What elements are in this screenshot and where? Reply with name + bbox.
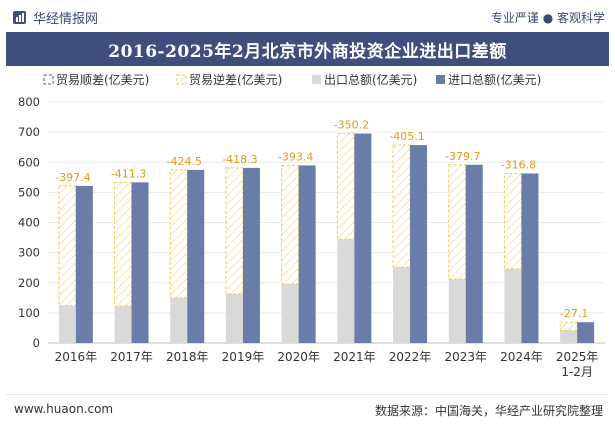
chart: 贸易顺差(亿美元) 贸易逆差(亿美元) 出口总额(亿美元) 进口总额(亿美元) 0 10…	[18, 72, 605, 379]
export-bar	[225, 293, 243, 343]
export-bar	[448, 279, 466, 343]
brand[interactable]: 华经情报网	[12, 8, 98, 27]
x-tick-label: 2024年	[500, 350, 543, 364]
x-tick-label-line: 2019年	[222, 350, 265, 364]
deficit-bar	[114, 181, 133, 307]
y-tick-label: 300	[18, 246, 40, 260]
legend-label-0: 贸易顺差(亿美元)	[56, 72, 149, 87]
import-bar	[465, 164, 483, 343]
footer-site[interactable]: www.huaon.com	[14, 402, 114, 416]
x-tick-label: 2018年	[166, 350, 209, 364]
x-tick-label: 2020年	[277, 350, 320, 364]
legend-label-2: 出口总额(亿美元)	[324, 72, 417, 87]
y-tick-label: 0	[33, 336, 40, 350]
deficit-bar	[392, 144, 411, 268]
deficit-data-label: -350.2	[334, 119, 369, 132]
deficit-bar	[281, 164, 300, 285]
legend-swatch-1	[176, 74, 187, 85]
deficit-data-label: -27.1	[560, 307, 588, 320]
y-tick-label: 700	[18, 125, 40, 139]
deficit-data-label: -424.5	[167, 155, 202, 168]
x-tick-label-line: 2025年	[556, 350, 599, 364]
deficit-data-label: -393.4	[278, 150, 313, 163]
x-axis: 2016年 2017年 2018年 2019年 2020年 2021年 2022年 2023年…	[55, 350, 599, 379]
export-bar	[281, 283, 299, 343]
export-bar	[337, 239, 355, 343]
x-tick-label-line: 2021年	[333, 350, 376, 364]
y-tick-label: 400	[18, 216, 40, 230]
x-tick-label: 2021年	[333, 350, 376, 364]
legend-swatch-0	[43, 74, 54, 85]
chart-title: 2016-2025年2月北京市外商投资企业进出口差额	[108, 41, 507, 62]
export-bar	[393, 267, 411, 343]
x-tick-label-line: 2016年	[55, 350, 98, 364]
deficit-data-label: -379.7	[445, 150, 480, 163]
y-tick-label: 200	[18, 276, 40, 290]
x-tick-label: 2023年	[444, 350, 487, 364]
deficit-bar	[58, 185, 77, 307]
export-bar	[560, 330, 578, 343]
footer-divider	[6, 394, 609, 395]
brand-logo-icon	[13, 11, 26, 24]
x-tick-label: 2019年	[222, 350, 265, 364]
import-bar	[410, 145, 428, 343]
tagline: 专业严谨 ● 客观科学	[490, 11, 605, 25]
import-bar	[298, 165, 316, 343]
deficit-bar	[169, 169, 188, 299]
x-tick-label: 2016年	[55, 350, 98, 364]
export-bar	[170, 297, 188, 343]
title-bar: 2016-2025年2月北京市外商投资企业进出口差额	[6, 32, 609, 66]
deficit-data-label: -397.4	[55, 171, 90, 184]
legend-swatch-2	[312, 75, 321, 84]
y-tick-label: 600	[18, 155, 40, 169]
deficit-bar	[559, 321, 578, 331]
deficit-data-label: -418.3	[222, 153, 257, 166]
import-bar	[521, 173, 539, 343]
legend-label-1: 贸易逆差(亿美元)	[189, 72, 282, 87]
deficit-data-label: -405.1	[389, 130, 424, 143]
deficit-data-label: -411.3	[111, 167, 146, 180]
import-bar	[577, 322, 595, 343]
import-bar	[75, 185, 93, 343]
top-bar: 华经情报网 专业严谨 ● 客观科学	[0, 0, 615, 32]
y-tick-label: 100	[18, 306, 40, 320]
legend-swatch-3	[436, 75, 445, 84]
x-tick-label-line: 2024年	[500, 350, 543, 364]
export-bar	[114, 306, 132, 343]
y-tick-label: 800	[18, 95, 40, 109]
import-bar	[354, 133, 372, 343]
y-tick-label: 500	[18, 185, 40, 199]
x-tick-label: 2025年 1-2月	[556, 350, 599, 379]
deficit-bar	[503, 172, 522, 270]
footer-source: 数据来源：中国海关，华经产业研究院整理	[374, 404, 603, 418]
footer: www.huaon.com 数据来源：中国海关，华经产业研究院整理	[0, 392, 615, 427]
export-bar	[504, 268, 522, 343]
x-tick-label-line: 1-2月	[561, 365, 593, 379]
deficit-data-label: -316.8	[501, 158, 536, 171]
x-tick-label: 2017年	[110, 350, 153, 364]
x-tick-label: 2022年	[389, 350, 432, 364]
plot-area: -397.4 -411.3 -424.5 -418.3 -393.4 -350.2 -405…	[55, 119, 595, 343]
import-bar	[242, 167, 260, 343]
x-tick-label-line: 2018年	[166, 350, 209, 364]
import-bar	[187, 169, 205, 343]
deficit-bar	[225, 167, 244, 295]
legend: 贸易顺差(亿美元) 贸易逆差(亿美元) 出口总额(亿美元) 进口总额(亿美元)	[43, 72, 541, 87]
deficit-bar	[448, 164, 467, 280]
legend-label-3: 进口总额(亿美元)	[448, 72, 541, 87]
brand-name: 华经情报网	[33, 12, 99, 27]
x-tick-label-line: 2020年	[277, 350, 320, 364]
x-tick-label-line: 2017年	[110, 350, 153, 364]
export-bar	[58, 305, 76, 343]
x-tick-label-line: 2023年	[444, 350, 487, 364]
deficit-bar	[336, 133, 355, 240]
import-bar	[131, 182, 149, 343]
x-tick-label-line: 2022年	[389, 350, 432, 364]
